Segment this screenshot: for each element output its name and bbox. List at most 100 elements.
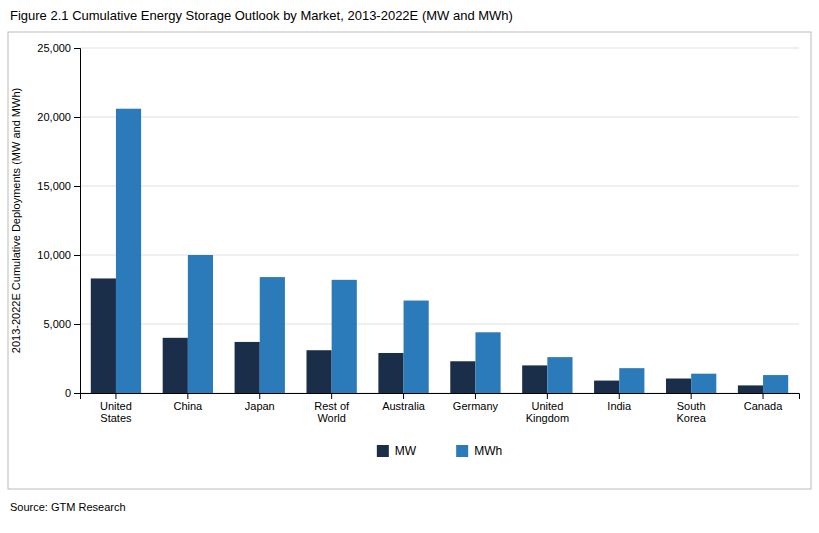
bar [763,375,788,393]
legend-swatch [377,445,389,457]
y-tick: 20,000 [37,111,80,123]
x-tick-label-line: States [100,412,132,424]
bar [522,365,547,393]
bar [332,280,357,393]
x-tick: SouthKorea [676,393,706,424]
y-tick-mark [74,324,80,325]
legend-item: MWh [456,444,502,458]
title: Figure 2.1 Cumulative Energy Storage Out… [10,8,513,23]
y-tick-label: 5,000 [43,318,71,330]
y-tick-label: 25,000 [37,42,71,54]
x-tick-label: UnitedKingdom [526,400,569,425]
bars [91,109,788,393]
grid-line [80,186,799,187]
y-tick-mark [74,117,80,118]
bar [738,385,763,393]
x-tick: Germany [453,393,499,412]
x-tick-label-line: Rest of [314,400,350,412]
bar [404,301,429,393]
x-tick-label: Japan [245,400,275,412]
y-axis: 0 5,000 10,000 15,000 20,000 25,000 [37,42,80,399]
x-tick-mark [475,393,476,399]
y-tick-mark [74,186,80,187]
x-tick-mark [619,393,620,399]
grid-line [80,48,799,49]
grid [80,48,799,393]
bar [666,379,691,393]
x-tick-mark [259,393,260,399]
x-tick-label-line: Germany [453,400,499,412]
source: Source: GTM Research [10,501,126,513]
x-axis-line [81,394,800,400]
bar [188,255,213,393]
x-tick-mark [547,393,548,399]
x-tick-label-line: India [607,400,632,412]
x-tick-label-line: Kingdom [526,412,569,424]
x-tick: Canada [744,393,783,412]
x-tick-label: UnitedStates [100,400,132,425]
y-tick-mark [74,48,80,49]
bar [691,374,716,393]
x-tick: Rest ofWorld [314,393,350,424]
bar [91,278,116,393]
x-tick: China [173,393,203,412]
x-tick: UnitedKingdom [526,393,569,424]
y-tick-label: 10,000 [37,249,71,261]
bar [619,368,644,393]
x-tick: India [607,393,632,412]
chart-border [8,32,811,489]
legend-swatch [456,445,468,457]
x-tick-label-line: World [317,412,346,424]
x-tick-mark [691,393,692,399]
x-tick-label-line: China [173,400,203,412]
x-tick-label: Germany [453,400,499,412]
plot: 05,00010,00015,00020,00025,000UnitedStat… [37,42,799,424]
bar [450,361,475,393]
bar [378,353,403,393]
x-tick-label: India [607,400,632,412]
y-tick-mark [74,393,80,394]
bar [475,332,500,393]
bar [116,109,141,393]
x-tick: UnitedStates [100,393,132,424]
bar [163,338,188,393]
bar [306,350,331,393]
x-tick-label: China [173,400,203,412]
x-tick-mark [763,393,764,399]
x-tick-mark [403,393,404,399]
legend-item: MW [377,444,417,458]
y-tick: 5,000 [43,318,80,330]
x-tick-label-line: South [677,400,706,412]
legend-label: MW [395,444,417,458]
x-tick-mark [331,393,332,399]
y-tick: 10,000 [37,249,80,261]
x-tick-label-line: United [100,400,132,412]
bar [260,277,285,393]
x-tick-label-line: Japan [245,400,275,412]
y-tick: 25,000 [37,42,80,54]
x-tick: Japan [245,393,275,412]
y-tick-label: 15,000 [37,180,71,192]
x-tick-label: Rest ofWorld [314,400,350,425]
y-tick-mark [74,255,80,256]
series [116,109,788,393]
y-tick-label: 0 [65,387,71,399]
y-tick-label: 20,000 [37,111,71,123]
x-tick-mark [115,393,116,399]
x-tick: Australia [382,393,426,412]
bar [547,357,572,393]
y-tick: 15,000 [37,180,80,192]
y-axis-title: 2013-2022E Cumulative Deployments (MW an… [10,88,22,353]
chart: Figure 2.1 Cumulative Energy Storage Out… [0,0,819,533]
x-tick-label: Australia [382,400,426,412]
x-tick-label: SouthKorea [676,400,706,425]
x-tick-label-line: United [531,400,563,412]
y-tick: 0 [65,387,80,399]
x-tick-label: Canada [744,400,783,412]
x-tick-label-line: Canada [744,400,783,412]
x-axis: UnitedStatesChinaJapanRest ofWorldAustra… [81,393,800,424]
x-tick-mark [187,393,188,399]
legend: MW MWh [377,444,502,458]
bar [235,342,260,393]
bar [594,381,619,393]
